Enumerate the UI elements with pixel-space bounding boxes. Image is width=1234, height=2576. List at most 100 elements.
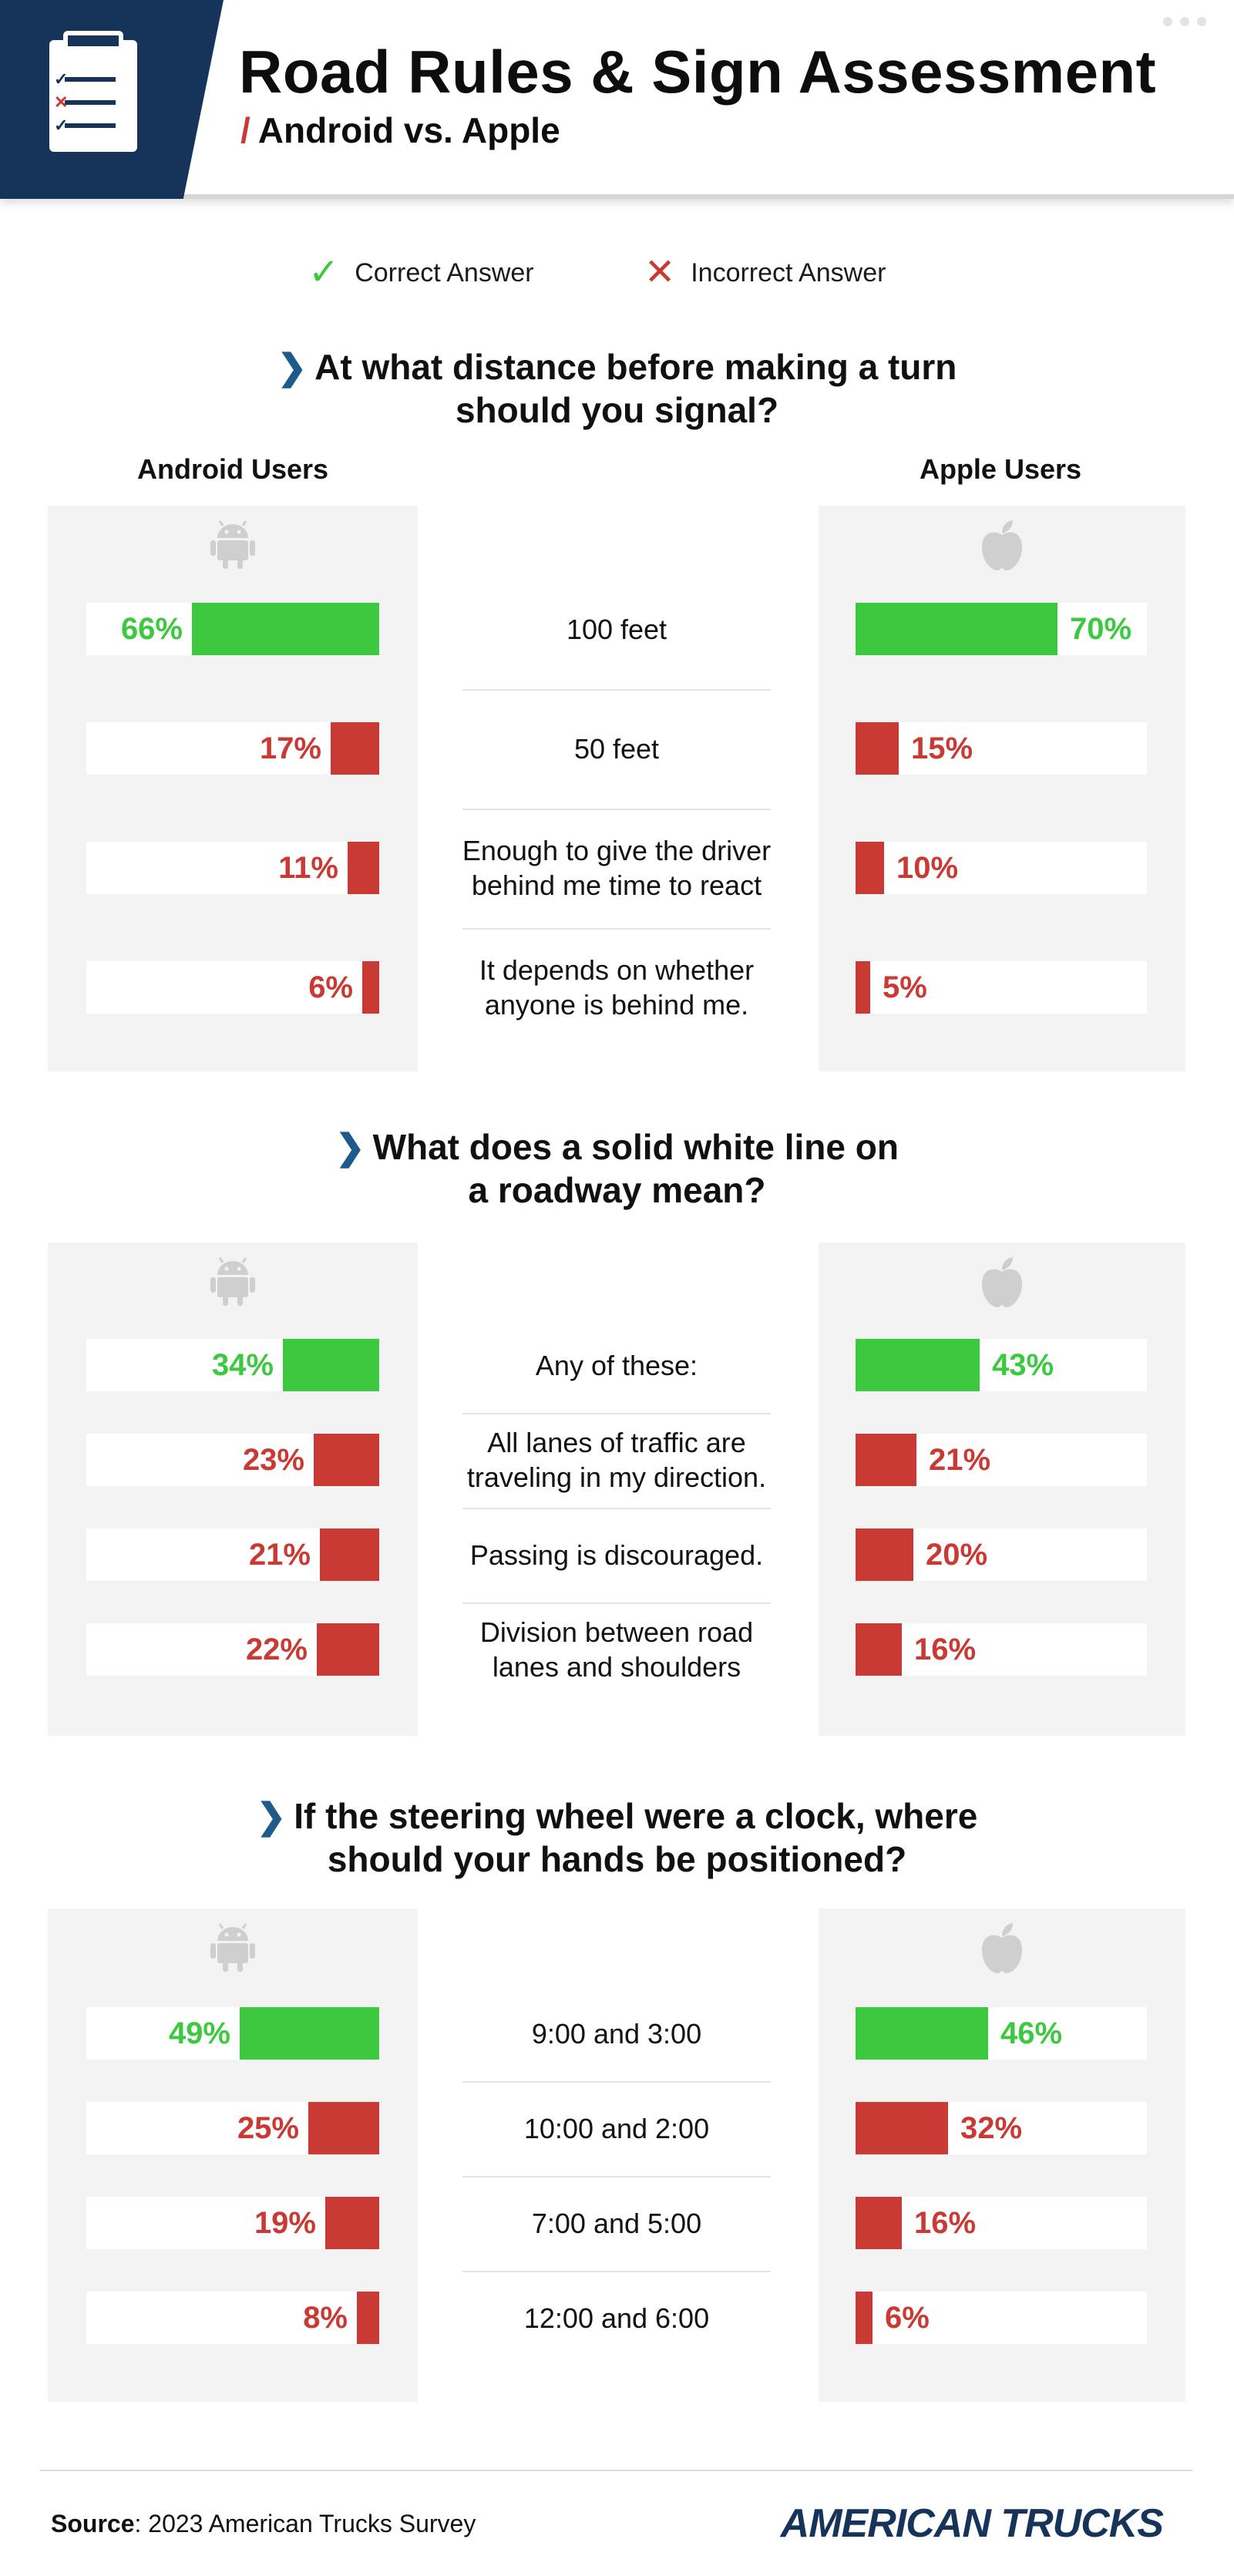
- android-bar: [320, 1528, 379, 1581]
- question-line2: should your hands be positioned?: [327, 1839, 907, 1879]
- apple-row: [856, 722, 1147, 775]
- source-label: Source: [51, 2510, 135, 2537]
- answer-label: 50 feet: [573, 732, 660, 765]
- apple-icon: [971, 1256, 1033, 1320]
- answer-label: 9:00 and 3:00: [531, 2017, 702, 2050]
- clipboard-clip: [63, 31, 123, 51]
- question-line1: What does a solid white line on: [372, 1127, 899, 1167]
- check-icon: ✓: [308, 252, 340, 293]
- answer-label: 7:00 and 5:00: [531, 2207, 702, 2239]
- apple-bar: [856, 1528, 913, 1581]
- apple-bar: [856, 1339, 980, 1391]
- legend: ✓ Correct Answer ✕ Incorrect Answer: [0, 254, 1234, 298]
- subtitle-text: Android vs. Apple: [257, 110, 560, 150]
- clipboard-line: [65, 77, 116, 82]
- android-bar: [317, 1623, 379, 1676]
- apple-column-header: Apple Users: [919, 453, 1082, 485]
- legend-correct-label: Correct Answer: [355, 257, 534, 288]
- chevron-right-icon: ❯: [256, 1796, 287, 1836]
- apple-value-label: 46%: [1000, 2016, 1063, 2050]
- question-line1: At what distance before making a turn: [314, 347, 957, 387]
- android-bar: [348, 842, 379, 894]
- android-value-label: 21%: [248, 1538, 311, 1572]
- footer-divider: [40, 2470, 1193, 2471]
- android-bar: [283, 1339, 379, 1391]
- android-bar: [192, 603, 379, 655]
- android-value-label: 23%: [242, 1443, 304, 1477]
- apple-value-label: 20%: [926, 1538, 988, 1572]
- apple-value-label: 16%: [914, 2206, 977, 2240]
- answer-divider: [462, 689, 771, 691]
- clipboard-icon: [49, 40, 137, 152]
- answer-label: Enough to give the driver behind me time…: [462, 835, 772, 901]
- android-bar: [362, 961, 379, 1014]
- answer-label: It depends on whether anyone is behind m…: [479, 954, 755, 1021]
- x-mark-icon: ✕: [54, 92, 69, 112]
- apple-value-label: 32%: [960, 2111, 1023, 2145]
- question-line2: a roadway mean?: [468, 1170, 766, 1210]
- clipboard-line: [65, 100, 116, 105]
- answer-divider: [462, 1413, 771, 1414]
- more-dots-icon: [1163, 17, 1206, 26]
- apple-row: [856, 2197, 1147, 2249]
- answer-label: Division between road lanes and shoulder…: [479, 1616, 754, 1683]
- apple-bar: [856, 961, 870, 1014]
- chevron-right-icon: ❯: [277, 347, 308, 387]
- android-icon: [202, 1922, 264, 1984]
- page-title: Road Rules & Sign Assessment: [239, 38, 1157, 106]
- apple-bar: [856, 2197, 902, 2249]
- question-line1: If the steering wheel were a clock, wher…: [294, 1796, 978, 1836]
- answer-divider: [462, 2271, 771, 2272]
- apple-bar: [856, 2292, 873, 2344]
- apple-value-label: 16%: [914, 1633, 977, 1666]
- android-value-label: 66%: [120, 612, 183, 646]
- android-row: [86, 842, 379, 894]
- question-title: ❯ If the steering wheel were a clock, whe…: [0, 1794, 1234, 1881]
- apple-bar: [856, 842, 884, 894]
- answer-label: Passing is discouraged.: [469, 1539, 764, 1571]
- clipboard-line: [65, 123, 116, 128]
- answer-divider: [462, 1508, 771, 1509]
- answer-label: 100 feet: [566, 613, 667, 645]
- apple-value-label: 21%: [929, 1443, 991, 1477]
- brand-logo: AMERICAN TRUCKS: [780, 2501, 1164, 2546]
- apple-value-label: 43%: [992, 1348, 1054, 1382]
- apple-bar: [856, 603, 1057, 655]
- android-value-label: 8%: [303, 2301, 348, 2335]
- android-bar: [314, 1434, 379, 1486]
- android-icon: [202, 1256, 264, 1318]
- x-icon: ✕: [644, 252, 676, 293]
- android-row: [86, 961, 379, 1014]
- android-row: [86, 722, 379, 775]
- check-mark-icon: ✓: [54, 116, 69, 135]
- android-bar: [357, 2292, 379, 2344]
- answer-divider: [462, 2081, 771, 2083]
- android-value-label: 19%: [254, 2206, 316, 2240]
- answer-label: 10:00 and 2:00: [523, 2112, 710, 2144]
- apple-value-label: 10%: [896, 851, 959, 885]
- android-value-label: 17%: [259, 731, 321, 765]
- legend-correct: ✓ Correct Answer: [308, 254, 534, 291]
- answer-divider: [462, 1602, 771, 1604]
- apple-row: [856, 2292, 1147, 2344]
- question-title: ❯ At what distance before making a turn sh…: [0, 345, 1234, 432]
- subtitle-slash: /: [240, 110, 250, 150]
- page-subtitle: / Android vs. Apple: [240, 109, 560, 151]
- legend-incorrect: ✕ Incorrect Answer: [644, 254, 886, 291]
- source-note: Source: 2023 American Trucks Survey: [51, 2510, 476, 2538]
- apple-row: [856, 1623, 1147, 1676]
- source-text: : 2023 American Trucks Survey: [134, 2510, 476, 2537]
- chevron-right-icon: ❯: [335, 1127, 365, 1167]
- android-value-label: 49%: [168, 2016, 230, 2050]
- apple-value-label: 70%: [1070, 612, 1132, 646]
- android-value-label: 25%: [237, 2111, 299, 2145]
- apple-value-label: 6%: [885, 2301, 930, 2335]
- apple-bar: [856, 2102, 948, 2154]
- apple-row: [856, 961, 1147, 1014]
- apple-icon: [971, 520, 1033, 583]
- answer-label: All lanes of traffic are traveling in my…: [466, 1427, 767, 1493]
- android-value-label: 22%: [245, 1633, 308, 1666]
- answer-divider: [462, 928, 771, 930]
- answer-divider: [462, 809, 771, 810]
- android-row: [86, 2292, 379, 2344]
